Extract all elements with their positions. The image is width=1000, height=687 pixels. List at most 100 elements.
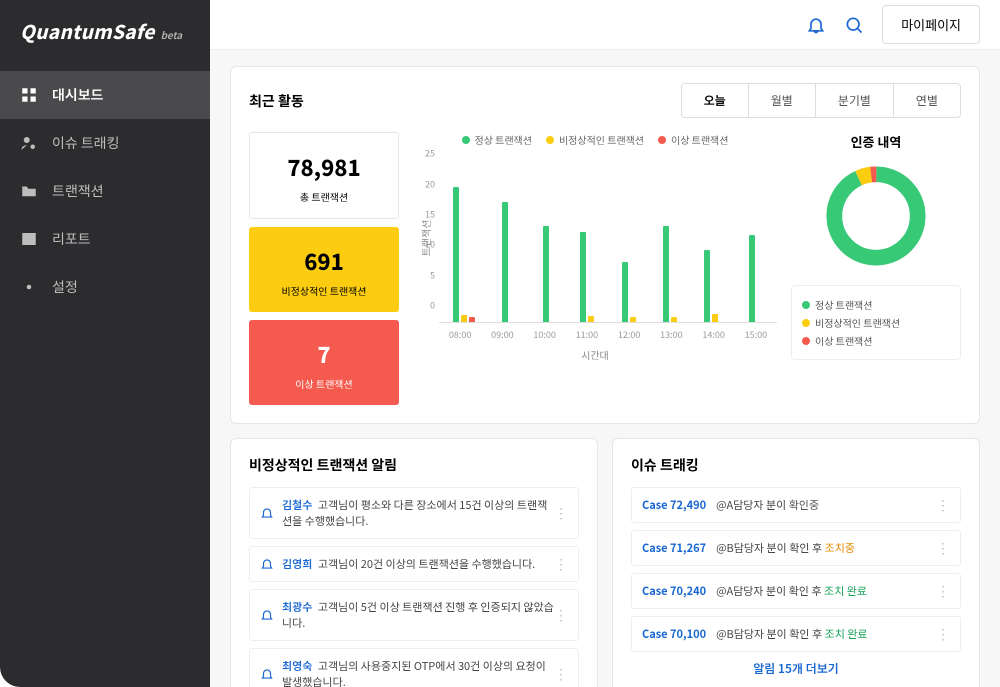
ytick: 15 [425,208,435,221]
donut-svg [821,161,931,271]
alert-row[interactable]: 최광수 고객님이 5건 이상 트랜잭션 진행 후 인증되지 않았습니다.⋮ [249,589,579,641]
sidebar-item-3[interactable]: 리포트 [0,215,210,263]
chart-legend: 정상 트랜잭션비정상적인 트랜잭션이상 트랜잭션 [413,132,777,147]
report-icon [20,230,38,248]
sidebar-item-0[interactable]: 대시보드 [0,71,210,119]
bar-normal [580,232,586,322]
xtick: 15:00 [735,328,777,341]
issues-panel: 이슈 트래킹 Case 72,490 @A담당자 분이 확인중 ⋮ Case 71,2… [612,438,980,687]
xtick: 09:00 [481,328,523,341]
tab-0[interactable]: 오늘 [682,84,748,117]
bar-abnormal [461,315,467,322]
stat-abnormal: 691 비정상적인 트랜잭션 [249,227,399,312]
bar-normal [453,187,459,322]
chart-plot: 트랜잭션 2520151050 [413,153,777,323]
more-icon[interactable]: ⋮ [936,627,950,641]
stat-anomaly: 7 이상 트랜잭션 [249,320,399,405]
tab-2[interactable]: 분기별 [815,84,893,117]
bell-icon [260,557,274,571]
issue-case-id: Case 70,100 [642,626,706,642]
alert-row[interactable]: 최영숙 고객님의 사용중지된 OTP에서 30건 이상의 요청이 발생했습니다.… [249,648,579,687]
bar-chart: 정상 트랜잭션비정상적인 트랜잭션이상 트랜잭션 트랜잭션 2520151050… [413,132,777,405]
issue-case-id: Case 72,490 [642,497,706,513]
issue-status: 조치중 [825,540,855,556]
alert-row[interactable]: 김영희 고객님이 20건 이상의 트랜잭션을 수행했습니다. ⋮ [249,546,579,582]
sidebar-item-1[interactable]: 이슈 트래킹 [0,119,210,167]
sidebar-nav: 대시보드이슈 트래킹트랜잭션리포트설정 [0,63,210,311]
issue-text: @A담당자 분이 확인중 [716,497,819,513]
bar-group [608,262,649,322]
issue-row[interactable]: Case 72,490 @A담당자 분이 확인중 ⋮ [631,487,961,523]
ytick: 25 [425,147,435,160]
issue-text: @B담당자 분이 확인 후 조치 완료 [716,626,867,642]
legend-item: 정상 트랜잭션 [462,132,532,147]
issues-title: 이슈 트래킹 [631,455,961,475]
xtick: 12:00 [608,328,650,341]
bar-group [567,232,608,322]
stat-total-label: 총 트랜잭션 [258,189,390,204]
sidebar-item-label: 대시보드 [52,85,104,105]
bar-normal [622,262,628,322]
brand-name: QuantumSafe [20,18,155,45]
donut-legend-item: 비정상적인 트랜잭션 [802,315,950,330]
bar-abnormal [712,314,718,322]
activity-title: 최근 활동 [249,91,304,111]
issue-status: 확인중 [789,497,819,513]
sidebar-item-2[interactable]: 트랜잭션 [0,167,210,215]
mypage-button[interactable]: 마이페이지 [882,5,980,44]
more-icon[interactable]: ⋮ [936,498,950,512]
sidebar: QuantumSafe beta 대시보드이슈 트래킹트랜잭션리포트설정 [0,0,210,687]
alert-text: 고객님의 사용중지된 OTP에서 30건 이상의 요청이 발생했습니다. [282,658,546,687]
search-icon[interactable] [844,15,864,35]
bar-normal [502,202,508,322]
bell-icon[interactable] [806,15,826,35]
donut-legend-item: 정상 트랜잭션 [802,297,950,312]
more-icon[interactable]: ⋮ [936,541,950,555]
alert-text: 고객님이 5건 이상 트랜잭션 진행 후 인증되지 않았습니다. [282,599,554,631]
dashboard-icon [20,86,38,104]
more-icon[interactable]: ⋮ [554,608,568,622]
chart-bars [439,171,777,323]
donut-legend: 정상 트랜잭션비정상적인 트랜잭션이상 트랜잭션 [791,285,961,360]
donut-title: 인증 내역 [851,132,902,151]
main: 마이페이지 최근 활동 오늘월별분기별연별 78,981 총 트랜잭션 [210,0,1000,687]
bell-icon [260,667,274,681]
issue-row[interactable]: Case 70,240@A담당자 분이 확인 후 조치 완료⋮ [631,573,961,609]
bar-abnormal [588,316,594,322]
issue-case-id: Case 71,267 [642,540,706,556]
issue-row[interactable]: Case 71,267@B담당자 분이 확인 후 조치중⋮ [631,530,961,566]
stat-total: 78,981 총 트랜잭션 [249,132,399,219]
issue-text: @A담당자 분이 확인 후 조치 완료 [716,583,867,599]
legend-item: 이상 트랜잭션 [658,132,728,147]
tab-1[interactable]: 월별 [748,84,815,117]
tab-3[interactable]: 연별 [893,84,960,117]
gear-icon [20,278,38,296]
sidebar-item-label: 설정 [52,277,78,297]
alert-text: 고객님이 20건 이상의 트랜잭션을 수행했습니다. [315,556,535,572]
ytick: 0 [430,299,435,312]
more-icon[interactable]: ⋮ [936,584,950,598]
alert-customer-name: 김영희 [282,556,312,572]
chart-xaxis: 08:0009:0010:0011:0012:0013:0014:0015:00 [413,328,777,341]
more-icon[interactable]: ⋮ [554,506,568,520]
sidebar-item-label: 트랜잭션 [52,181,104,201]
bar-group [732,235,773,322]
stat-anomaly-value: 7 [257,338,391,370]
folder-icon [20,182,38,200]
issue-row[interactable]: Case 70,100 @B담당자 분이 확인 후 조치 완료 ⋮ [631,616,961,652]
sidebar-item-4[interactable]: 설정 [0,263,210,311]
bell-icon [260,506,274,520]
bar-group [484,202,525,322]
alert-row[interactable]: 김철수 고객님이 평소와 다른 장소에서 15건 이상의 트랜잭션을 수행했습니… [249,487,579,539]
xtick: 08:00 [439,328,481,341]
bar-anomaly [469,317,475,322]
bar-normal [543,226,549,322]
issues-more-link[interactable]: 알림 15개 더보기 [631,660,961,677]
more-icon[interactable]: ⋮ [554,667,568,681]
xtick: 11:00 [566,328,608,341]
bell-icon [260,608,274,622]
stat-abnormal-value: 691 [257,245,391,277]
content: 최근 활동 오늘월별분기별연별 78,981 총 트랜잭션 691 비정상적인 … [210,50,1000,687]
ytick: 20 [425,177,435,190]
more-icon[interactable]: ⋮ [554,557,568,571]
